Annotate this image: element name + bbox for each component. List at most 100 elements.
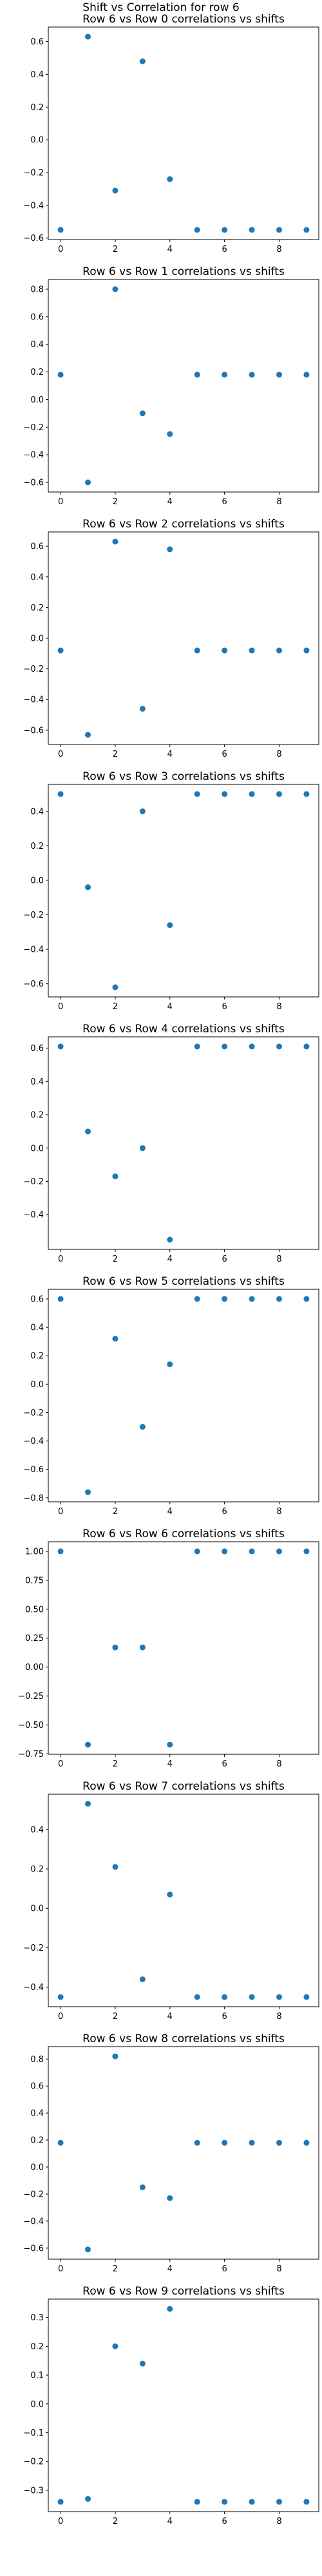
x-tick-label: 0 [58, 1507, 63, 1517]
x-tick-label: 2 [113, 1002, 118, 1012]
data-point [85, 1490, 91, 1495]
x-tick-label: 8 [276, 2517, 281, 2526]
x-tick-label: 2 [113, 2517, 118, 2526]
data-point [194, 1296, 200, 1302]
y-tick-label: 0.4 [30, 1077, 44, 1087]
subplot-title: Row 6 vs Row 0 correlations vs shifts [82, 13, 285, 26]
data-point [222, 227, 227, 233]
x-tick-label: 6 [222, 2012, 227, 2022]
y-tick-label: 0.4 [30, 573, 44, 582]
x-tick-label: 2 [113, 1507, 118, 1517]
x-tick-label: 0 [58, 2517, 63, 2526]
x-tick-label: 8 [276, 2012, 281, 2022]
y-tick-label: 0.0 [30, 1380, 44, 1390]
x-tick-label: 6 [222, 1255, 227, 1264]
data-point [303, 2499, 309, 2505]
x-tick-label: 6 [222, 2264, 227, 2274]
y-tick-label: 0.4 [30, 340, 44, 350]
x-tick-label: 4 [167, 497, 173, 507]
data-point [140, 808, 146, 814]
y-tick-label: 0.6 [30, 312, 44, 322]
x-tick-label: 6 [222, 1507, 227, 1517]
data-point [167, 546, 173, 552]
data-point [276, 648, 282, 654]
data-point [249, 2140, 255, 2146]
data-point [112, 2344, 118, 2349]
data-point [58, 1296, 64, 1302]
y-tick-label: 0.00 [25, 1663, 44, 1672]
data-point [58, 227, 64, 233]
x-tick-label: 2 [113, 1759, 118, 1769]
y-tick-label: −0.50 [18, 1721, 44, 1730]
data-point [194, 1044, 200, 1050]
y-tick-label: 0.0 [30, 1904, 44, 1914]
data-point [167, 2306, 173, 2312]
y-tick-label: 0.4 [30, 1825, 44, 1835]
y-tick-label: 0.4 [30, 1323, 44, 1333]
x-tick-label: 0 [58, 2012, 63, 2022]
data-point [303, 2140, 309, 2146]
y-tick-label: 0.3 [30, 2313, 44, 2323]
y-tick-label: −0.6 [23, 234, 44, 243]
y-tick-label: −0.4 [23, 451, 44, 460]
data-point [140, 59, 146, 64]
data-point [222, 1296, 227, 1302]
y-tick-label: 1.00 [25, 1547, 44, 1557]
data-point [249, 1548, 255, 1554]
x-tick-label: 4 [167, 245, 173, 254]
y-tick-label: 0.6 [30, 1295, 44, 1305]
y-tick-label: 0.8 [30, 2055, 44, 2065]
x-tick-label: 8 [276, 750, 281, 759]
x-tick-label: 8 [276, 2264, 281, 2274]
y-tick-label: 0.6 [30, 2082, 44, 2092]
x-tick-label: 4 [167, 1507, 173, 1517]
y-tick-label: −0.6 [23, 1465, 44, 1475]
data-point [140, 1976, 146, 1982]
x-tick-label: 4 [167, 1002, 173, 1012]
x-tick-label: 8 [276, 497, 281, 507]
y-tick-label: −0.25 [18, 1692, 44, 1701]
data-point [140, 2361, 146, 2367]
data-point [140, 1424, 146, 1430]
y-tick-label: −0.2 [23, 1944, 44, 1953]
data-point [249, 227, 255, 233]
y-tick-label: 0.75 [25, 1576, 44, 1586]
data-point [85, 732, 91, 738]
subplot-title: Row 6 vs Row 2 correlations vs shifts [82, 518, 285, 531]
data-point [303, 372, 309, 377]
x-tick-label: 8 [276, 1002, 281, 1012]
y-tick-label: 0.0 [30, 395, 44, 405]
data-point [276, 372, 282, 377]
x-tick-label: 6 [222, 2517, 227, 2526]
data-point [112, 1173, 118, 1179]
x-tick-label: 2 [113, 1255, 118, 1264]
y-tick-label: 0.6 [30, 37, 44, 47]
data-point [276, 2499, 282, 2505]
x-tick-label: 2 [113, 750, 118, 759]
y-tick-label: −0.2 [23, 665, 44, 674]
y-tick-label: −0.4 [23, 1983, 44, 1993]
data-point [303, 1296, 309, 1302]
data-point [276, 2140, 282, 2146]
y-tick-label: −0.6 [23, 2244, 44, 2253]
y-tick-label: −0.3 [23, 2486, 44, 2496]
data-point [303, 1044, 309, 1050]
y-tick-label: 0.0 [30, 2400, 44, 2409]
y-tick-label: −0.4 [23, 945, 44, 955]
data-point [85, 34, 91, 40]
y-tick-label: 0.2 [30, 103, 44, 113]
y-tick-label: 0.6 [30, 542, 44, 552]
data-point [140, 2184, 146, 2190]
data-point [276, 1044, 282, 1050]
data-point [140, 410, 146, 416]
y-tick-label: 0.6 [30, 1044, 44, 1054]
data-point [276, 227, 282, 233]
y-tick-label: −0.1 [23, 2429, 44, 2438]
y-tick-label: 0.2 [30, 1865, 44, 1875]
y-tick-label: 0.8 [30, 285, 44, 295]
data-point [58, 791, 64, 797]
x-tick-label: 6 [222, 1759, 227, 1769]
data-point [194, 2499, 200, 2505]
y-tick-label: 0.2 [30, 368, 44, 377]
